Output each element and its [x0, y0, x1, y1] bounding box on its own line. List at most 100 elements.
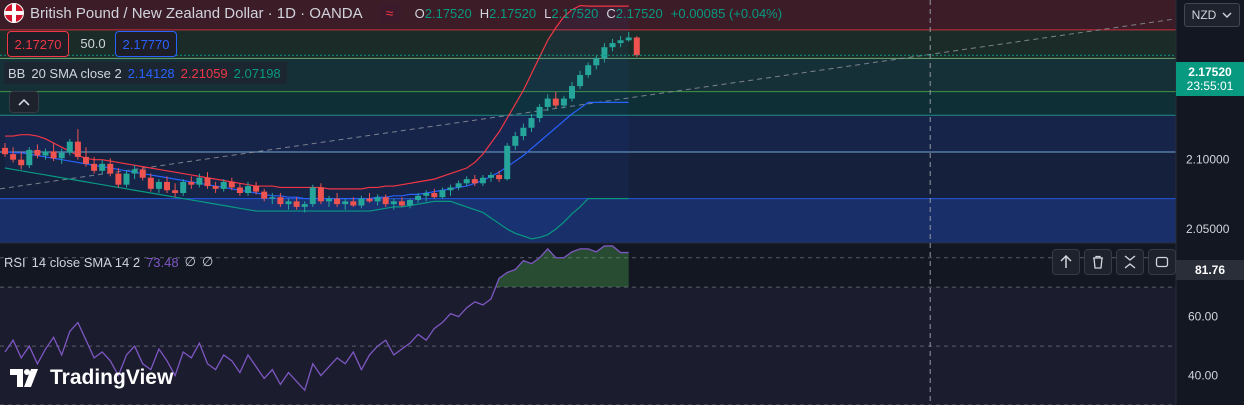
candle [423, 190, 430, 202]
candle [99, 159, 106, 174]
candle [609, 38, 616, 52]
candle [107, 158, 114, 177]
candle [309, 184, 316, 207]
candle-body [504, 145, 511, 180]
indicator-icon[interactable]: ≈ [378, 3, 401, 23]
candle [293, 197, 300, 210]
trash-icon [1093, 255, 1103, 269]
maximize-pane-button[interactable] [1148, 249, 1176, 275]
candle [471, 174, 478, 187]
rsi-tick-label: 40.00 [1188, 369, 1218, 383]
candle-body [342, 201, 349, 205]
move-pane-up-button[interactable] [1052, 249, 1080, 275]
candle [139, 166, 146, 181]
candle-body [147, 177, 154, 189]
candle [301, 201, 308, 213]
candle-body [569, 86, 575, 99]
candle [479, 174, 486, 187]
fib-band [0, 29, 1176, 59]
candle-body [593, 58, 600, 66]
candle-body [245, 186, 251, 194]
delete-pane-button[interactable] [1084, 249, 1112, 275]
collapse-icon [1124, 255, 1136, 269]
candle-body [415, 195, 422, 200]
candle-body [131, 169, 138, 174]
chevron-down-icon [1222, 12, 1232, 18]
candle [601, 43, 608, 63]
candle-body [236, 187, 243, 194]
candle-body [536, 106, 543, 119]
rsi-legend[interactable]: RSI 14 close SMA 14 2 73.48 ∅ ∅ [4, 252, 213, 272]
candle-body [155, 181, 162, 189]
fib-band [0, 0, 1176, 30]
candle [317, 183, 324, 205]
price-tick-label: 2.10000 [1186, 153, 1230, 167]
candle-body [220, 181, 227, 189]
arrow-up-icon [1060, 255, 1072, 268]
candle [236, 183, 243, 196]
candle-body [301, 204, 308, 207]
candle-body [10, 154, 17, 160]
bb-name: BB [8, 65, 26, 81]
bb-upper-value: 2.21059 [180, 65, 228, 81]
tradingview-logo[interactable]: TradingView [10, 366, 173, 390]
ohlc-open: O2.17520 [414, 5, 472, 21]
collapse-pane-button[interactable] [1116, 249, 1144, 275]
candle-body [34, 149, 41, 156]
candle [560, 95, 567, 109]
candle-body [488, 174, 494, 178]
candle [439, 187, 446, 199]
candle-body [91, 163, 98, 171]
bb-legend[interactable]: BB 20 SMA close 2 2.14128 2.21059 2.0719… [4, 62, 287, 84]
candle [447, 184, 454, 196]
candle [188, 176, 195, 189]
candle [593, 55, 600, 70]
candle-body [358, 198, 365, 206]
candle-body [496, 174, 503, 180]
sell-button[interactable]: 2.17270 [7, 31, 69, 57]
candle-body [350, 201, 357, 206]
candle-body [18, 159, 25, 166]
candle [83, 147, 89, 167]
tradingview-logo-icon [10, 369, 38, 387]
candle-body [512, 136, 519, 146]
candle [66, 138, 73, 156]
candle [625, 31, 632, 42]
candle [253, 181, 260, 195]
candle [496, 170, 503, 182]
candle-body [269, 197, 276, 199]
candle [342, 198, 349, 210]
currency-selector[interactable]: NZD [1184, 3, 1240, 27]
symbol-title[interactable]: British Pound / New Zealand Dollar · 1D … [30, 4, 363, 22]
candle-body [398, 201, 405, 206]
candle-body [390, 201, 397, 205]
candle [204, 172, 211, 189]
candle-body [123, 173, 130, 185]
pane-toolbar [1052, 249, 1176, 275]
candle [577, 70, 584, 89]
candle [390, 198, 397, 210]
candle [180, 179, 187, 196]
candle-body [172, 190, 179, 194]
candle [42, 148, 49, 160]
candle [155, 179, 162, 194]
buy-button[interactable]: 2.17770 [115, 31, 177, 57]
candle-body [204, 177, 211, 187]
bb-lower-value: 2.07198 [233, 65, 281, 81]
candle [91, 156, 98, 174]
candle-body [293, 201, 300, 207]
rsi-name: RSI [4, 254, 26, 270]
currency-label: NZD [1191, 8, 1217, 22]
candle [326, 195, 332, 207]
candle [164, 176, 170, 194]
candle [455, 180, 462, 191]
candle-body [382, 197, 389, 205]
candle-body [439, 190, 446, 198]
candle [147, 173, 154, 192]
bb-lower-line [4, 167, 629, 240]
candle [228, 177, 235, 191]
collapse-legend-button[interactable] [9, 91, 39, 113]
ohlc-close: C2.17520 [606, 5, 663, 21]
rsi-overbought-fill [495, 245, 629, 288]
